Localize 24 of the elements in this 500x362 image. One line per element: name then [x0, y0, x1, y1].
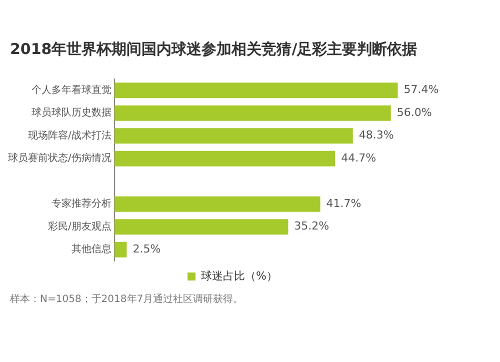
chart-title: 2018年世界杯期间国内球迷参加相关竞猜/足彩主要判断依据 [10, 40, 418, 59]
data-label: 41.7% [326, 196, 362, 210]
bar [114, 150, 336, 166]
y-tick-label: 个人多年看球直觉 [31, 84, 112, 96]
bar [114, 242, 127, 258]
y-tick-label: 彩民/朋友观点 [48, 220, 112, 232]
y-tick-label: 球员球队历史数据 [31, 106, 112, 119]
data-label: 44.7% [341, 151, 376, 164]
data-label: 57.4% [404, 83, 439, 96]
legend-label: 球迷占比（%） [201, 269, 278, 282]
bar [114, 219, 288, 235]
data-label: 2.5% [132, 242, 161, 256]
data-label: 35.2% [294, 220, 330, 233]
data-label: 48.3% [358, 128, 394, 142]
y-tick-label: 其他信息 [71, 243, 112, 256]
bar [114, 82, 398, 98]
y-tick-label: 现场阵容/战术打法 [28, 129, 112, 142]
y-tick-label: 球员赛前状态/伤病情况 [8, 152, 112, 164]
y-tick-label: 专家推荐分析 [51, 198, 112, 210]
data-label: 56.0% [396, 106, 432, 119]
bar [114, 105, 391, 121]
bar [114, 128, 353, 144]
bar [114, 196, 320, 212]
text: 样本：N=1058；于2018年7月通过社区调研获得。 [10, 292, 244, 306]
